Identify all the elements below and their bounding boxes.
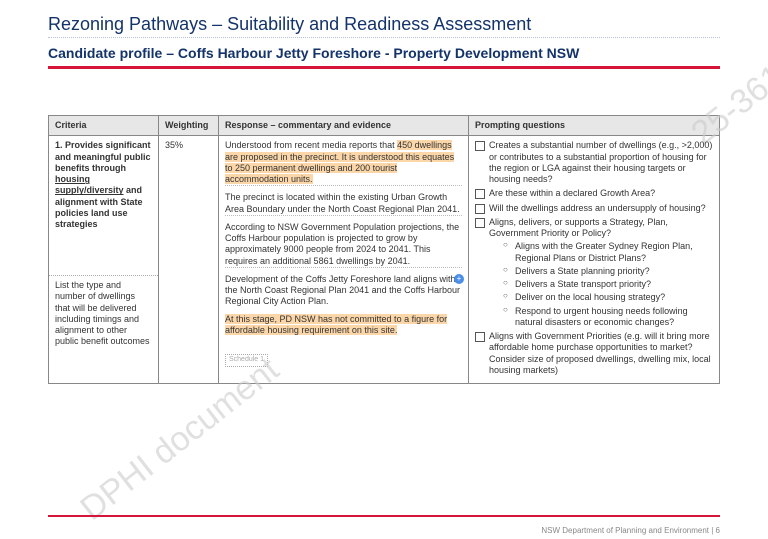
prompt-q5: Aligns with Government Priorities (e.g. …	[475, 331, 713, 376]
response-p5-highlight: At this stage, PD NSW has not committed …	[225, 314, 447, 335]
table-header-row: Criteria Weighting Response – commentary…	[49, 116, 720, 136]
criteria-text-ul: housing supply/diversity	[55, 174, 124, 195]
prompt-q3: Will the dwellings address an undersuppl…	[475, 203, 713, 214]
prompt-q4a: Aligns with the Greater Sydney Region Pl…	[503, 241, 713, 264]
prompt-q4b: Delivers a State planning priority?	[503, 266, 713, 277]
response-p1: Understood from recent media reports tha…	[225, 140, 462, 186]
doc-subtitle: Candidate profile – Coffs Harbour Jetty …	[48, 44, 720, 62]
title-rule	[48, 66, 720, 69]
response-p1-pre: Understood from recent media reports tha…	[225, 140, 397, 150]
th-prompting: Prompting questions	[469, 116, 720, 136]
prompt-q4-text: Aligns, delivers, or supports a Strategy…	[489, 217, 668, 238]
footer-text: NSW Department of Planning and Environme…	[541, 526, 720, 535]
assessment-table: Criteria Weighting Response – commentary…	[48, 115, 720, 384]
response-p4-text: Development of the Coffs Jetty Foreshore…	[225, 274, 460, 307]
prompt-q4-sublist: Aligns with the Greater Sydney Region Pl…	[489, 241, 713, 328]
prompt-q4e: Respond to urgent housing needs followin…	[503, 306, 713, 329]
criteria-text-pre: 1. Provides significant and meaningful p…	[55, 140, 151, 173]
prompt-q4d: Deliver on the local housing strategy?	[503, 292, 713, 303]
response-p3: According to NSW Government Population p…	[225, 222, 462, 268]
prompt-q4: Aligns, delivers, or supports a Strategy…	[475, 217, 713, 328]
schedule-tag: Schedule 1	[225, 354, 268, 367]
footer-rule	[48, 515, 720, 517]
comment-icon[interactable]: +	[454, 274, 464, 284]
th-weighting: Weighting	[159, 116, 219, 136]
page: 25-3610 DPHI document Rezoning Pathways …	[0, 0, 768, 539]
th-response: Response – commentary and evidence	[219, 116, 469, 136]
weighting-cell: 35%	[159, 136, 219, 384]
table-row: 1. Provides significant and meaningful p…	[49, 136, 720, 276]
doc-title: Rezoning Pathways – Suitability and Read…	[48, 14, 720, 38]
criteria-cell-main: 1. Provides significant and meaningful p…	[49, 136, 159, 276]
prompting-cell: Creates a substantial number of dwelling…	[469, 136, 720, 384]
prompt-q5-pre: Aligns with Government Priorities	[489, 331, 622, 341]
response-p4: Development of the Coffs Jetty Foreshore…	[225, 274, 462, 308]
response-cell: Understood from recent media reports tha…	[219, 136, 469, 384]
response-p5: At this stage, PD NSW has not committed …	[225, 314, 462, 337]
prompting-list: Creates a substantial number of dwelling…	[475, 140, 713, 376]
prompt-q4c: Delivers a State transport priority?	[503, 279, 713, 290]
response-p2: The precinct is located within the exist…	[225, 192, 462, 216]
prompt-q2: Are these within a declared Growth Area?	[475, 188, 713, 199]
th-criteria: Criteria	[49, 116, 159, 136]
prompt-q1: Creates a substantial number of dwelling…	[475, 140, 713, 185]
criteria-cell-sub: List the type and number of dwellings th…	[49, 276, 159, 384]
